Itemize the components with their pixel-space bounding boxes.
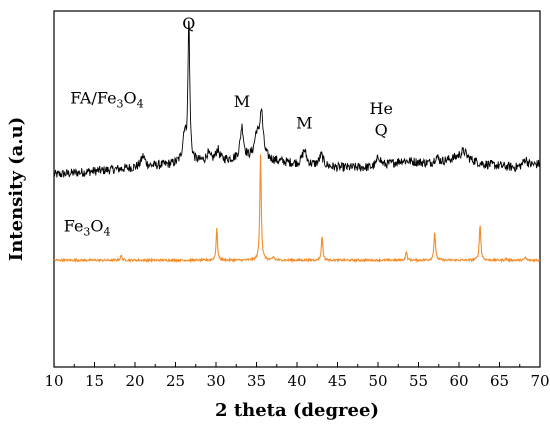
- series-line-1: [53, 20, 541, 178]
- x-axis-title: 2 theta (degree): [215, 400, 379, 421]
- x-tick-label: 45: [328, 372, 347, 390]
- x-tick-label: 60: [449, 372, 468, 390]
- x-tick-label: 50: [368, 372, 387, 390]
- series-group: [53, 20, 541, 264]
- x-tick-label: 20: [125, 372, 144, 390]
- series-line-2: [53, 154, 541, 264]
- x-tick-group: 10 15 20 25 30 35 40 45 50 55 60 65 70: [44, 362, 550, 390]
- plot-frame: [53, 10, 541, 368]
- annotation-m1: M: [234, 92, 250, 111]
- x-tick-label: 35: [247, 372, 266, 390]
- x-tick-label: 40: [287, 372, 306, 390]
- x-tick-label: 15: [85, 372, 104, 390]
- series-label-group: FA/Fe3O4 Fe3O4: [64, 89, 144, 239]
- x-tick-label: 55: [409, 372, 428, 390]
- y-axis-title: Intensity (a.u): [6, 117, 27, 261]
- annotation-group: Q M M He Q: [182, 14, 393, 140]
- series-label-2: Fe3O4: [64, 217, 111, 239]
- annotation-q1: Q: [182, 14, 195, 33]
- x-tick-label: 65: [490, 372, 509, 390]
- x-tick-label: 25: [166, 372, 185, 390]
- annotation-m2: M: [296, 113, 312, 132]
- annotation-q2: Q: [375, 121, 388, 140]
- series-label-1: FA/Fe3O4: [70, 89, 143, 111]
- x-tick-label: 10: [44, 372, 63, 390]
- x-tick-label: 70: [530, 372, 549, 390]
- annotation-he: He: [370, 99, 393, 118]
- x-tick-label: 30: [206, 372, 225, 390]
